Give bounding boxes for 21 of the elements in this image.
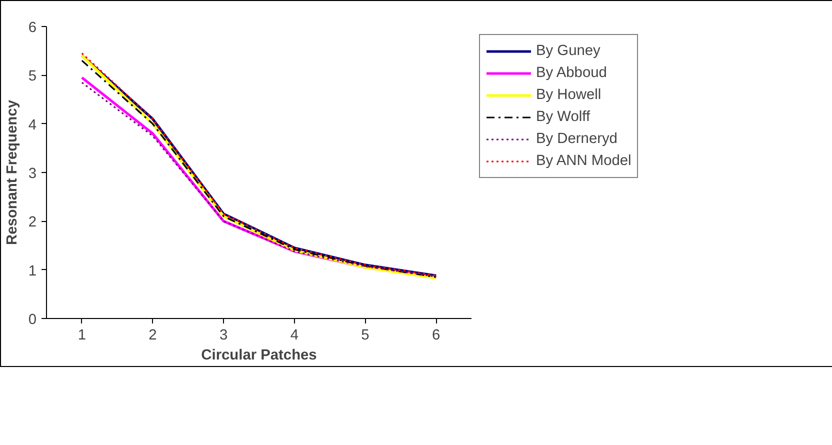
legend-label: By ANN Model — [536, 152, 632, 170]
x-tick-label: 6 — [432, 328, 440, 344]
x-tick-label: 2 — [148, 328, 157, 344]
x-tick-label: 3 — [220, 328, 228, 344]
y-tick-label: 6 — [28, 20, 37, 36]
legend-label: By Guney — [536, 42, 600, 60]
y-axis-title: Resonant Frequency — [4, 99, 20, 245]
y-tick-label: 3 — [28, 166, 37, 182]
legend-label: By Howell — [536, 86, 602, 104]
y-tick-label: 5 — [28, 68, 37, 85]
x-tick-label: 1 — [78, 328, 86, 344]
y-tick-label: 2 — [28, 214, 37, 231]
y-tick-label: 0 — [28, 312, 37, 328]
y-tick-label: 4 — [28, 117, 37, 134]
legend-label: By Abboud — [536, 64, 607, 82]
legend-label: By Derneryd — [536, 130, 618, 148]
x-axis-title: Circular Patches — [201, 348, 317, 364]
x-tick-label: 5 — [361, 328, 370, 344]
y-tick-label: 1 — [28, 263, 37, 280]
legend-label: By Wolff — [536, 108, 590, 126]
x-tick-label: 4 — [290, 328, 298, 344]
